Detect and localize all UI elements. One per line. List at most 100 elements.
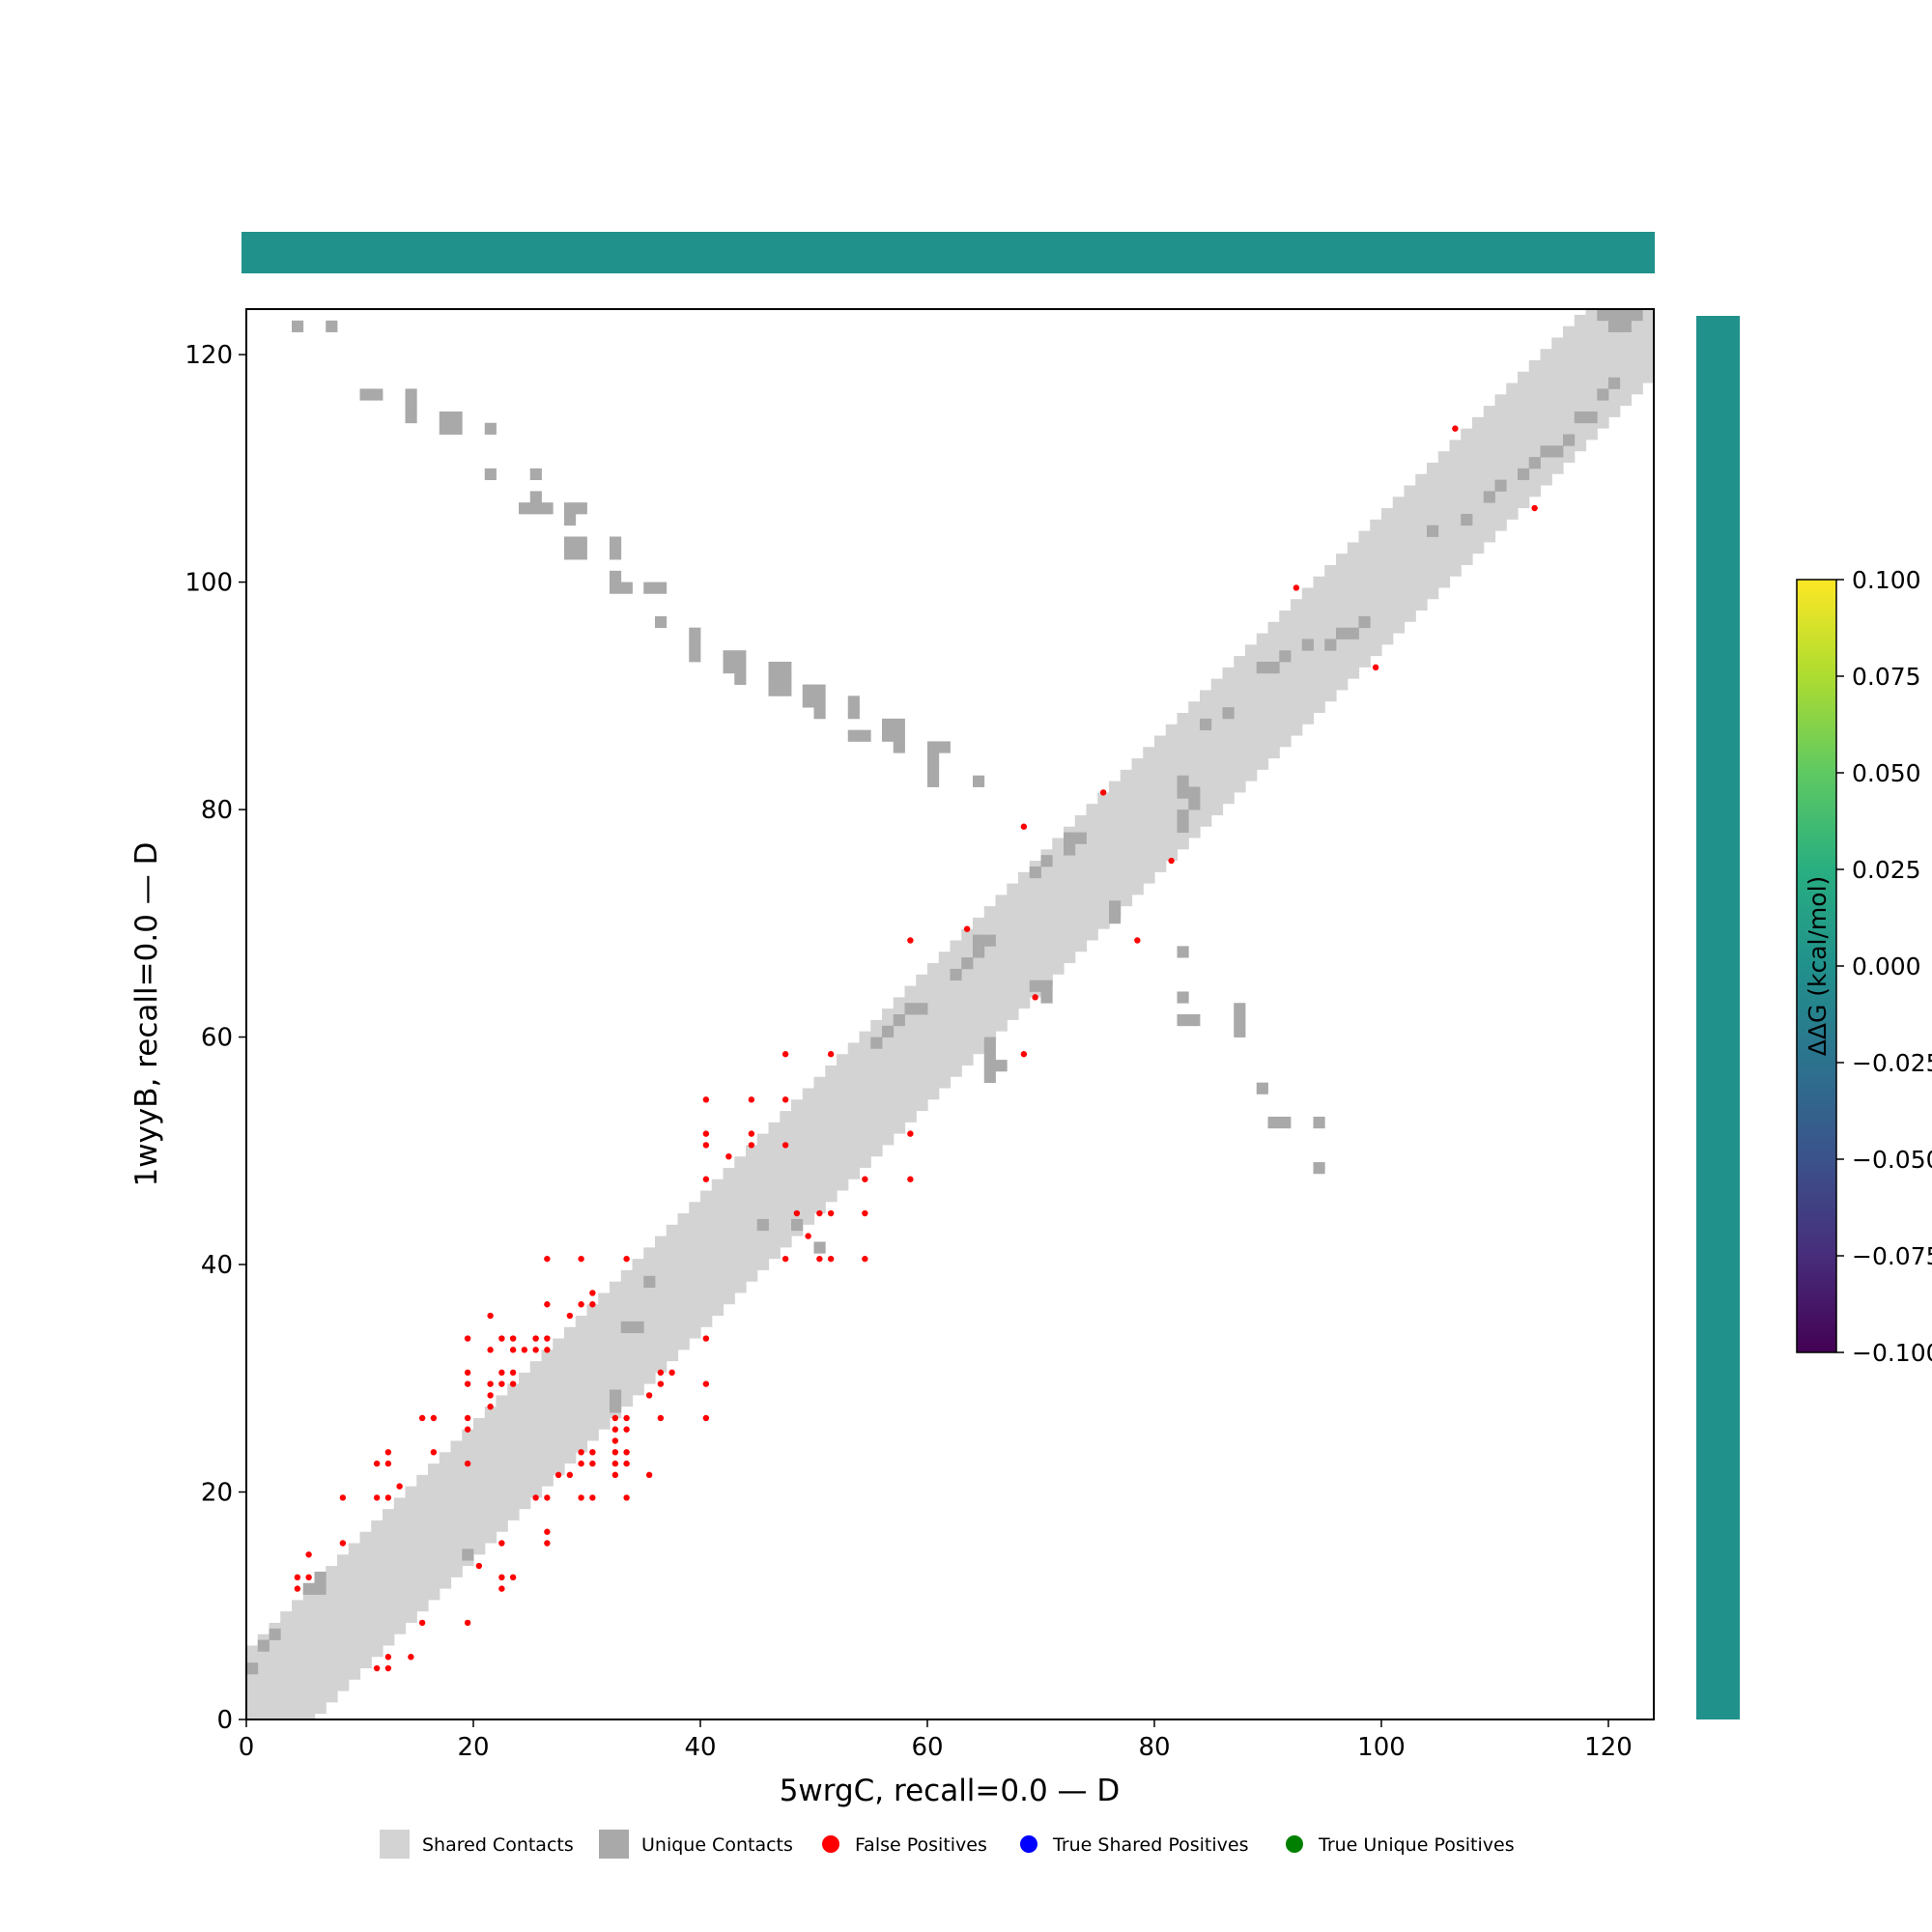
shared-contact-cell	[1506, 383, 1519, 520]
shared-contact-cell	[1358, 530, 1371, 668]
legend-swatch	[599, 1830, 629, 1859]
false-positive-point	[384, 1654, 392, 1661]
shared-contact-cell	[1518, 371, 1530, 509]
false-positive-point	[827, 1255, 835, 1263]
unique-contact-cell	[904, 1003, 917, 1015]
unique-contact-cell	[314, 1571, 327, 1584]
false-positive-point	[1134, 937, 1141, 944]
false-positive-point	[532, 1494, 539, 1501]
false-positive-point	[566, 1471, 574, 1479]
unique-contact-cell	[610, 570, 622, 582]
shared-contact-cell	[1267, 621, 1280, 759]
false-positive-point	[1020, 1051, 1028, 1058]
false-positive-point	[464, 1619, 471, 1627]
false-positive-point	[611, 1437, 619, 1444]
unique-contact-cell	[1324, 639, 1337, 651]
unique-contact-cell	[519, 502, 531, 515]
unique-contact-cell	[1222, 707, 1235, 720]
shared-contact-cell	[1347, 542, 1360, 679]
unique-contact-cell	[723, 662, 735, 674]
unique-contact-cell	[655, 615, 668, 629]
unique-contact-cell	[1358, 615, 1371, 629]
false-positive-point	[544, 1494, 551, 1501]
unique-contact-cell	[1188, 1014, 1201, 1027]
unique-contact-cell	[1064, 832, 1076, 844]
shared-contact-cell	[1165, 724, 1179, 862]
false-positive-point	[589, 1494, 596, 1501]
false-positive-point	[384, 1494, 392, 1501]
false-positive-point	[554, 1471, 562, 1479]
shared-contact-cell	[496, 1395, 508, 1532]
false-positive-point	[544, 1528, 551, 1535]
unique-contact-cell	[780, 662, 792, 674]
unique-contact-cell	[620, 582, 633, 594]
false-positive-point	[487, 1312, 494, 1320]
false-positive-point	[1372, 664, 1379, 671]
shared-contact-cell	[292, 1600, 304, 1719]
false-positive-point	[418, 1619, 426, 1627]
unique-contact-cell	[1528, 457, 1541, 469]
shared-contact-cell	[1585, 309, 1598, 440]
shared-contact-cell	[529, 1361, 543, 1498]
unique-contact-cell	[768, 662, 781, 674]
shared-contact-cell	[1245, 644, 1258, 781]
false-positive-point	[816, 1209, 823, 1217]
unique-contact-cell	[439, 422, 451, 435]
unique-contact-cell	[983, 1060, 996, 1072]
false-positive-point	[396, 1483, 403, 1490]
false-positive-point	[702, 1130, 710, 1137]
false-positive-point	[384, 1664, 392, 1672]
unique-contact-cell	[938, 741, 951, 753]
unique-contact-cell	[405, 400, 417, 412]
x-tick-label: 0	[239, 1733, 255, 1762]
false-positive-point	[781, 1255, 789, 1263]
shared-contact-cell	[416, 1474, 429, 1612]
unique-contact-cell	[756, 1218, 769, 1232]
shared-contact-cell	[1234, 656, 1246, 793]
colorbar-tick-label: −0.050	[1852, 1146, 1932, 1174]
false-positive-point	[521, 1347, 528, 1353]
unique-contact-cell	[1574, 411, 1586, 424]
unique-contact-cell	[1109, 900, 1122, 913]
false-positive-point	[1032, 994, 1038, 1001]
unique-contact-cell	[723, 650, 735, 663]
false-positive-point	[430, 1414, 438, 1422]
legend-swatch	[380, 1830, 410, 1859]
false-positive-point	[725, 1152, 732, 1160]
unique-contact-cell	[893, 718, 905, 731]
unique-contact-cell	[269, 1628, 281, 1640]
false-positive-point	[623, 1460, 630, 1467]
false-positive-point	[544, 1335, 551, 1342]
false-positive-point	[305, 1551, 312, 1558]
shared-contact-cell	[257, 1634, 270, 1719]
unique-contact-cell	[893, 1014, 905, 1027]
unique-contact-cell	[1347, 627, 1359, 639]
unique-contact-cell	[405, 388, 417, 401]
unique-contact-cell	[927, 741, 940, 753]
false-positive-point	[657, 1414, 665, 1422]
false-positive-point	[532, 1335, 539, 1342]
false-positive-point	[544, 1540, 551, 1547]
shared-contact-cell	[337, 1554, 350, 1691]
false-positive-point	[373, 1664, 381, 1672]
shared-contact-cell	[1018, 871, 1031, 1009]
shared-contact-cell	[1574, 314, 1587, 452]
colorbar-tick-label: 0.100	[1852, 566, 1921, 594]
unique-contact-cell	[564, 502, 577, 515]
false-positive-point	[498, 1540, 505, 1547]
unique-contact-cell	[768, 684, 781, 696]
false-positive-point	[373, 1460, 381, 1467]
unique-contact-cell	[359, 388, 372, 401]
x-tick-label: 40	[684, 1733, 716, 1762]
false-positive-point	[589, 1290, 596, 1296]
unique-contact-cell	[734, 672, 747, 685]
false-positive-point	[487, 1380, 494, 1387]
unique-contact-cell	[643, 582, 656, 594]
shared-contact-cell	[564, 1326, 577, 1464]
false-positive-point	[781, 1096, 789, 1103]
unique-contact-cell	[973, 934, 985, 947]
false-positive-point	[589, 1460, 596, 1467]
false-positive-point	[464, 1426, 471, 1433]
false-positive-point	[384, 1449, 392, 1456]
unique-contacts-layer	[246, 309, 1643, 1675]
